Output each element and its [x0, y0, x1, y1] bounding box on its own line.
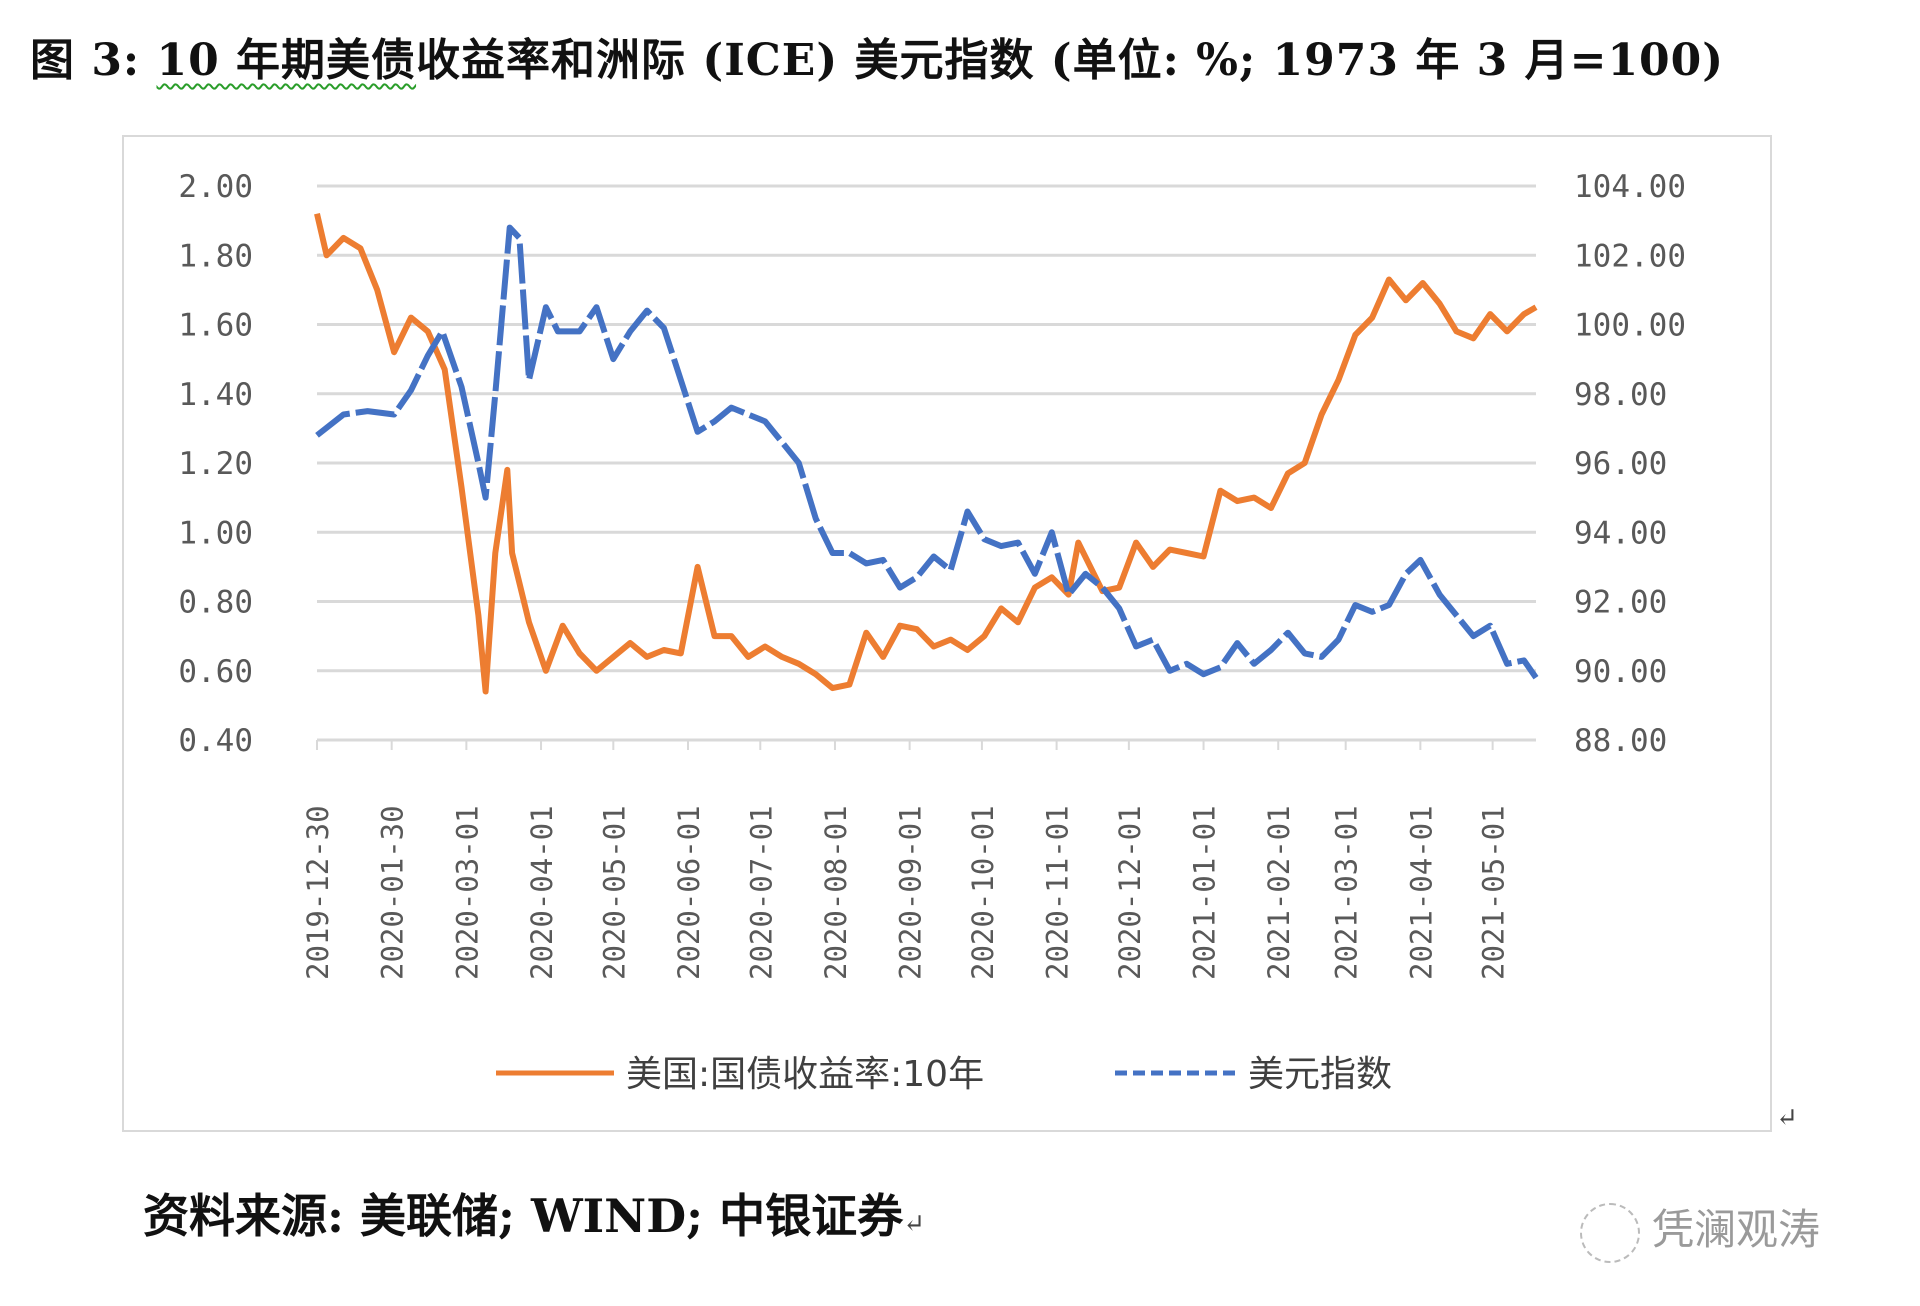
- x-tick-label: 2020-06-01: [672, 805, 706, 980]
- x-tick-label: 2021-04-01: [1404, 805, 1438, 980]
- left-tick-label: 1.20: [178, 446, 253, 482]
- title-rest: 收益率和洲际 (ICE) 美元指数 (单位: %; 1973 年 3 月=100…: [416, 35, 1725, 86]
- watermark-text: 凭澜观涛: [1652, 1205, 1821, 1254]
- watermark-logo-icon: [1580, 1202, 1640, 1263]
- x-tick-label: 2021-02-01: [1262, 805, 1296, 980]
- dollar-index-series-line: [315, 224, 1539, 680]
- right-tick-label: 94.00: [1574, 515, 1667, 551]
- title-prefix: 图 3:: [30, 35, 157, 86]
- left-tick-label: 1.60: [178, 308, 253, 344]
- x-tick-label: 2020-08-01: [819, 805, 853, 980]
- gridlines: [317, 184, 1536, 742]
- right-tick-label: 96.00: [1574, 446, 1667, 482]
- x-tick-label: 2019-12-30: [301, 805, 335, 980]
- right-axis-labels: 88.00 90.00 92.00 94.00 96.00 98.00 100.00 102.…: [1574, 169, 1686, 759]
- x-tick-label: 2020-12-01: [1113, 805, 1147, 980]
- left-axis-labels: 0.40 0.60 0.80 1.00 1.20 1.40 1.60 1.80 2.00: [178, 169, 253, 759]
- right-tick-label: 88.00: [1574, 723, 1667, 759]
- legend: 美国:国债收益率:10年 美元指数: [496, 1054, 1392, 1095]
- right-tick-label: 102.00: [1574, 238, 1686, 274]
- left-tick-label: 2.00: [178, 169, 253, 205]
- left-tick-label: 0.80: [178, 585, 253, 621]
- x-tick-label: 2021-03-01: [1330, 805, 1364, 980]
- right-tick-label: 98.00: [1574, 377, 1667, 413]
- right-tick-label: 100.00: [1574, 308, 1686, 344]
- x-tick-label: 2020-04-01: [525, 805, 559, 980]
- left-tick-label: 0.40: [178, 723, 253, 759]
- source-text: 资料来源: 美联储; WIND; 中银证券: [143, 1189, 904, 1243]
- chart-frame: [122, 135, 1772, 1132]
- series-lines: [314, 213, 1539, 695]
- yield-series-line: [314, 213, 1538, 695]
- right-tick-label: 92.00: [1574, 585, 1667, 621]
- left-tick-label: 1.00: [178, 515, 253, 551]
- x-tick-label: 2021-01-01: [1188, 805, 1222, 980]
- watermark: 凭澜观涛: [1580, 1196, 1820, 1263]
- legend-yield-label: 美国:国债收益率:10年: [626, 1054, 984, 1095]
- right-tick-label: 104.00: [1574, 169, 1686, 205]
- x-tick-label: 2020-11-01: [1041, 805, 1075, 980]
- left-tick-label: 1.40: [178, 377, 253, 413]
- x-tick-label: 2020-03-01: [450, 805, 484, 980]
- right-tick-label: 90.00: [1574, 654, 1667, 690]
- title-underlined-text: 10 年期美债: [156, 35, 417, 86]
- figure-title: 图 3: 10 年期美债收益率和洲际 (ICE) 美元指数 (单位: %; 19…: [30, 24, 1724, 88]
- return-mark: ↵: [903, 1209, 925, 1239]
- left-tick-label: 1.80: [178, 238, 253, 274]
- legend-dollar-label: 美元指数: [1248, 1054, 1392, 1095]
- x-tick-label: 2020-07-01: [744, 805, 778, 980]
- x-axis: 2019-12-30 2020-01-30 2020-03-01 2020-04-01…: [301, 740, 1511, 980]
- return-mark: ↵: [1776, 1103, 1798, 1133]
- x-tick-label: 2020-01-30: [376, 805, 410, 980]
- source-note: 资料来源: 美联储; WIND; 中银证券↵: [143, 1180, 925, 1246]
- x-tick-label: 2021-05-01: [1477, 805, 1511, 980]
- left-tick-label: 0.60: [178, 654, 253, 690]
- x-tick-label: 2020-10-01: [966, 805, 1000, 980]
- x-tick-label: 2020-05-01: [597, 805, 631, 980]
- x-tick-label: 2020-09-01: [894, 805, 928, 980]
